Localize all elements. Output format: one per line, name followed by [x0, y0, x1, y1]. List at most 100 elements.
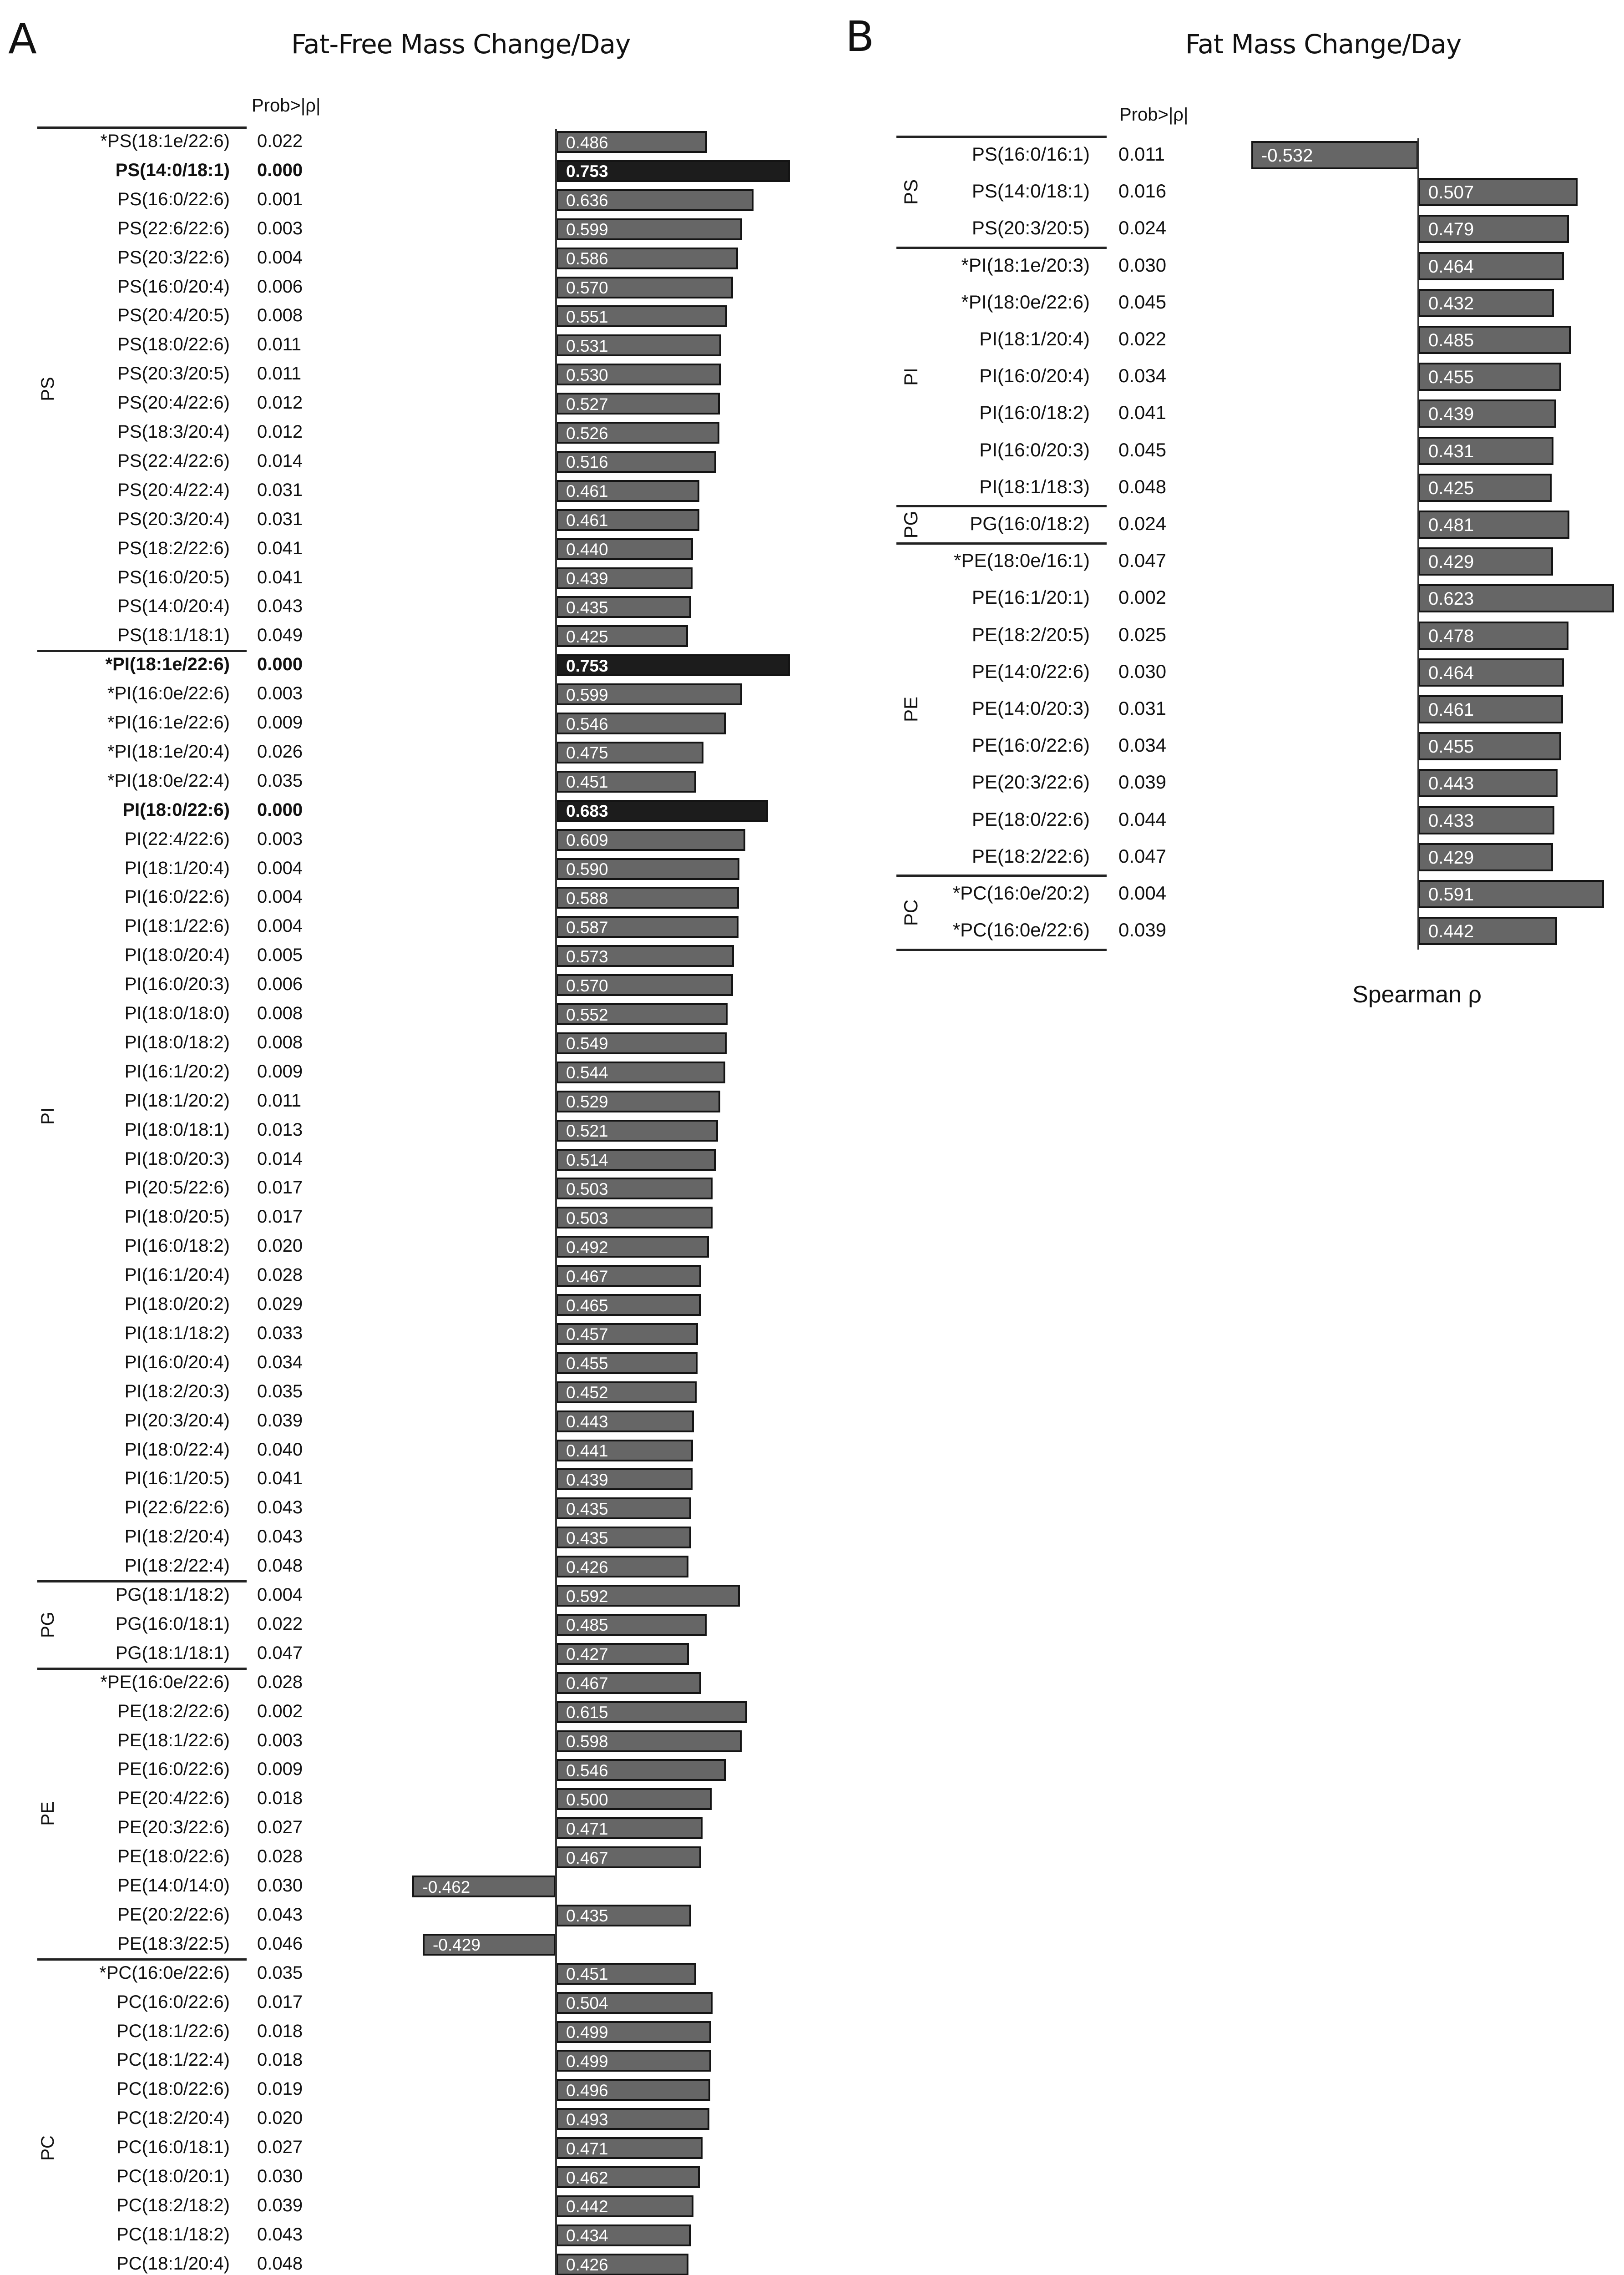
zero-axis-line	[1417, 138, 1419, 950]
positive-bar: 0.481	[1418, 511, 1569, 539]
prob-value: 0.034	[257, 1352, 303, 1372]
positive-bar: 0.609	[556, 829, 745, 851]
bar-value-label: 0.439	[566, 569, 608, 588]
prob-value: 0.014	[257, 1148, 303, 1169]
lipid-label: PE(18:0/22:6)	[117, 1846, 230, 1867]
bar-value-label: 0.442	[1428, 921, 1474, 942]
negative-bar: -0.429	[422, 1933, 556, 1956]
bar-value-label: 0.599	[566, 685, 608, 704]
lipid-class-label: PI	[38, 1107, 58, 1125]
bar-value-label: 0.753	[566, 656, 608, 675]
prob-value: 0.002	[1118, 586, 1167, 608]
prob-value: 0.028	[257, 1846, 303, 1867]
prob-value: 0.040	[257, 1439, 303, 1460]
prob-value: 0.014	[257, 450, 303, 471]
positive-bar: 0.461	[556, 480, 699, 502]
bar-value-label: 0.485	[566, 1616, 608, 1635]
bar-value-label: 0.467	[566, 1674, 608, 1693]
positive-bar: 0.530	[556, 364, 721, 386]
bar-value-label: 0.544	[566, 1063, 608, 1082]
lipid-label: PI(18:1/20:4)	[124, 858, 230, 878]
bar-value-label: 0.531	[566, 336, 608, 355]
lipid-label: PI(18:2/22:4)	[124, 1556, 230, 1576]
prob-value: 0.025	[1118, 623, 1167, 645]
lipid-label: PI(16:1/20:2)	[124, 1061, 230, 1082]
group-divider	[896, 948, 1107, 951]
lipid-label: PS(20:3/20:5)	[117, 364, 230, 384]
bar-value-label: 0.549	[566, 1034, 608, 1053]
lipid-label: *PI(16:0e/22:6)	[107, 683, 230, 704]
positive-bar: 0.514	[556, 1148, 716, 1171]
bar-value-label: 0.599	[566, 220, 608, 239]
lipid-label: PC(18:0/22:6)	[116, 2079, 230, 2099]
lipid-label: *PI(18:0e/22:6)	[961, 291, 1090, 313]
bar-value-label: -0.429	[432, 1936, 481, 1955]
lipid-label: PI(18:1/20:4)	[979, 328, 1090, 349]
group-divider	[896, 247, 1107, 249]
prob-value: 0.004	[257, 1585, 303, 1605]
lipid-label: PI(18:0/22:6)	[122, 799, 230, 820]
positive-bar: 0.442	[556, 2195, 693, 2217]
positive-bar: 0.435	[556, 1904, 692, 1926]
bar-value-label: 0.529	[566, 1092, 608, 1112]
prob-value: 0.048	[1118, 475, 1167, 497]
bar-value-label: 0.467	[566, 1267, 608, 1286]
bar-value-label: 0.426	[566, 1557, 608, 1577]
lipid-label: PS(20:3/20:4)	[117, 509, 230, 529]
panel-a-fat-free-mass: A Fat-Free Mass Change/Day Prob>|ρ| Spea…	[8, 18, 790, 2275]
positive-bar: 0.531	[556, 334, 721, 357]
bar-value-label: -0.462	[422, 1877, 471, 1896]
bar-value-label: 0.591	[1428, 885, 1474, 905]
bar-value-label: 0.570	[566, 976, 608, 995]
prob-value: 0.047	[1118, 845, 1167, 867]
prob-value: 0.009	[257, 1061, 303, 1082]
bar-value-label: 0.455	[1428, 367, 1474, 388]
positive-bar: 0.496	[556, 2079, 710, 2101]
prob-value: 0.022	[1118, 328, 1167, 349]
prob-value: 0.041	[257, 538, 303, 558]
positive-bar: 0.586	[556, 247, 739, 269]
lipid-label: *PC(16:0e/20:2)	[952, 882, 1090, 904]
positive-bar: 0.455	[1418, 732, 1561, 761]
positive-bar: 0.516	[556, 450, 717, 473]
bar-value-label: 0.425	[1428, 478, 1474, 498]
prob-value: 0.043	[257, 1497, 303, 1518]
lipid-class-label: PE	[38, 1801, 58, 1826]
bar-value-label: 0.546	[566, 1761, 608, 1780]
positive-bar: 0.434	[556, 2224, 691, 2246]
positive-bar: 0.455	[1418, 363, 1561, 391]
bar-value-label: 0.499	[566, 2023, 608, 2042]
positive-bar: 0.588	[556, 887, 739, 909]
positive-bar: 0.467	[556, 1672, 701, 1694]
lipid-label: PG(18:1/18:1)	[115, 1643, 230, 1663]
prob-value: 0.004	[1118, 882, 1167, 904]
lipid-label: PI(18:0/20:4)	[124, 945, 230, 966]
prob-value: 0.031	[257, 509, 303, 529]
prob-value: 0.009	[257, 1759, 303, 1780]
prob-value: 0.043	[257, 1527, 303, 1547]
group-divider	[37, 1958, 247, 1961]
lipid-label: PS(20:4/20:5)	[117, 305, 230, 326]
prob-value: 0.030	[1118, 254, 1167, 276]
positive-bar: 0.461	[556, 509, 699, 531]
bar-value-label: 0.478	[1428, 626, 1474, 646]
lipid-label: PS(20:4/22:6)	[117, 393, 230, 413]
lipid-label: PC(18:1/22:6)	[116, 2021, 230, 2041]
panel-b-fat-mass: B Fat Mass Change/Day Prob>|ρ| Spearman …	[842, 0, 1624, 1046]
prob-value: 0.005	[257, 945, 303, 966]
lipid-label: PC(18:0/20:1)	[116, 2166, 230, 2186]
lipid-label: PE(18:1/22:6)	[117, 1730, 230, 1750]
prob-value: 0.030	[1118, 660, 1167, 682]
prob-value: 0.047	[1118, 550, 1167, 571]
positive-bar: 0.599	[556, 683, 743, 706]
bar-value-label: 0.433	[1428, 810, 1474, 831]
bar-value-label: 0.435	[566, 1906, 608, 1926]
lipid-label: *PI(18:1e/20:3)	[961, 254, 1090, 276]
prob-value: 0.035	[257, 770, 303, 791]
positive-bar: 0.440	[556, 538, 693, 560]
prob-value: 0.041	[257, 567, 303, 587]
lipid-label: PS(20:4/22:4)	[117, 480, 230, 500]
positive-bar: 0.503	[556, 1207, 713, 1229]
prob-value: 0.043	[257, 1904, 303, 1925]
positive-bar: 0.683	[556, 799, 769, 822]
